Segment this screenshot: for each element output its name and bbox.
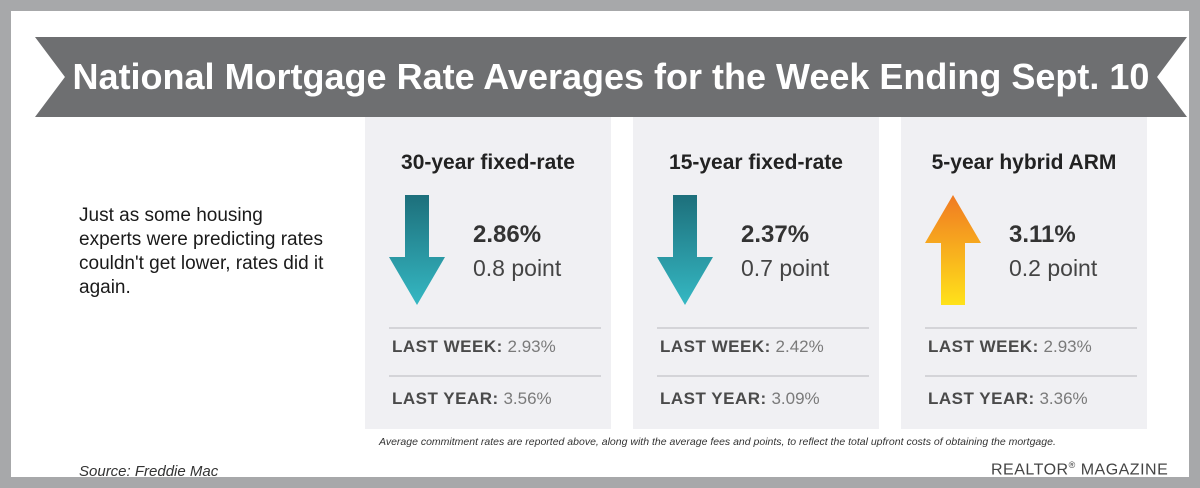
arrow-down-icon [389,195,445,305]
last-week-label: LAST WEEK: [660,337,771,356]
rate-change: 0.7 point [741,255,830,281]
card-title: 5-year hybrid ARM [931,151,1117,174]
brand-suffix: MAGAZINE [1080,461,1169,479]
registered-mark: ® [1068,460,1076,470]
last-year-label: LAST YEAR: [928,389,1035,408]
divider [389,327,601,329]
rate-change: 0.8 point [473,255,562,281]
page-title: National Mortgage Rate Averages for the … [72,56,1150,97]
last-year-label: LAST YEAR: [660,389,767,408]
arrow-down-icon [657,195,713,305]
brand-name: REALTOR [991,461,1069,479]
source-credit: Source: Freddie Mac [79,463,219,480]
divider [389,375,601,377]
title-banner: National Mortgage Rate Averages for the … [35,37,1187,117]
rate-change: 0.2 point [1009,255,1098,281]
rate-card-5-year-arm: 5-year hybrid ARM 3.11% 0.2 point LAST W… [901,117,1147,429]
last-week-stat: LAST WEEK: 2.42% [660,337,824,357]
last-year-label: LAST YEAR: [392,389,499,408]
last-week-value: 2.42% [775,337,824,356]
last-year-stat: LAST YEAR: 3.36% [928,389,1088,409]
last-year-value: 3.36% [1039,389,1088,408]
arrow-up-icon [925,195,981,305]
last-week-stat: LAST WEEK: 2.93% [928,337,1092,357]
card-title: 15-year fixed-rate [669,151,843,174]
last-week-label: LAST WEEK: [928,337,1039,356]
divider [925,375,1137,377]
card-title: 30-year fixed-rate [401,151,575,174]
divider [657,375,869,377]
last-week-label: LAST WEEK: [392,337,503,356]
divider [925,327,1137,329]
rate-card-15-year: 15-year fixed-rate 2.37% 0.7 point LAST … [633,117,879,429]
current-rate: 2.86% [473,221,542,248]
last-year-value: 3.56% [503,389,552,408]
rate-card-30-year: 30-year fixed-rate 2.86% 0.8 point LAST … [365,117,611,429]
last-week-value: 2.93% [507,337,556,356]
current-rate: 2.37% [741,221,810,248]
divider [657,327,869,329]
footnote: Average commitment rates are reported ab… [379,436,1056,448]
current-rate: 3.11% [1009,221,1076,248]
last-year-stat: LAST YEAR: 3.09% [660,389,820,409]
last-year-value: 3.09% [771,389,820,408]
last-year-stat: LAST YEAR: 3.56% [392,389,552,409]
brand-logo: REALTOR® MAGAZINE [991,460,1168,479]
intro-text: Just as some housing experts were predic… [79,205,324,298]
last-week-value: 2.93% [1043,337,1092,356]
last-week-stat: LAST WEEK: 2.93% [392,337,556,357]
